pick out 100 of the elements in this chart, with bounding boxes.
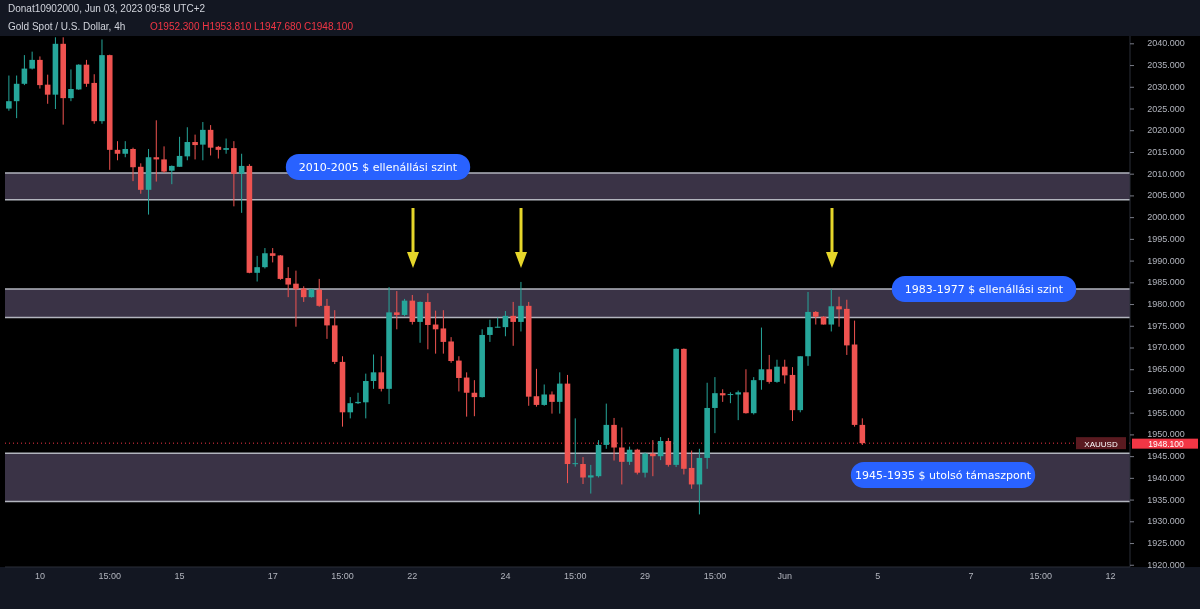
x-tick-label: 15:00 bbox=[331, 571, 354, 581]
x-tick-label: 12 bbox=[1105, 571, 1116, 581]
candlestick bbox=[200, 121, 206, 161]
x-tick-label: 15:00 bbox=[703, 571, 727, 581]
candlestick bbox=[743, 368, 749, 415]
candlestick bbox=[549, 390, 555, 415]
y-tick-label: 2040.000 bbox=[1147, 38, 1185, 49]
y-tick-label: 2030.000 bbox=[1147, 81, 1185, 92]
candlestick bbox=[440, 309, 447, 355]
candlestick bbox=[223, 138, 229, 155]
x-tick-label: 10 bbox=[34, 571, 45, 581]
candlestick bbox=[378, 355, 385, 392]
band-label: 2010-2005 $ ellenállási szint bbox=[298, 161, 458, 174]
x-tick-label: 15:00 bbox=[1029, 571, 1053, 581]
y-tick-label: 1995.000 bbox=[1147, 233, 1185, 244]
candlestick bbox=[169, 164, 175, 185]
y-tick-label: 1985.000 bbox=[1147, 277, 1185, 288]
x-tick-label: 15:00 bbox=[563, 571, 587, 581]
candlestick bbox=[556, 371, 563, 415]
y-tick-label: 1980.000 bbox=[1147, 299, 1185, 310]
y-tick-label: 2025.000 bbox=[1147, 103, 1185, 114]
candlestick bbox=[735, 390, 741, 421]
y-tick-label: 1920.000 bbox=[1147, 559, 1185, 570]
y-tick-label: 1940.000 bbox=[1147, 472, 1185, 483]
candlestick bbox=[370, 354, 377, 390]
candlestick bbox=[238, 153, 245, 214]
x-tick-label: 24 bbox=[500, 571, 511, 581]
candlestick bbox=[68, 68, 74, 102]
text: O1952.300 H1953.810 L1947.680 C1948.100 bbox=[150, 21, 354, 32]
candlestick bbox=[541, 384, 548, 407]
candlestick bbox=[774, 359, 780, 384]
y-tick-label: 1965.000 bbox=[1147, 364, 1185, 375]
x-tick-label: 17 bbox=[267, 571, 278, 581]
candlestick bbox=[836, 296, 842, 328]
candlestick bbox=[580, 456, 586, 485]
candlestick bbox=[137, 162, 144, 195]
y-tick-label: 1960.000 bbox=[1147, 385, 1185, 396]
x-tick-label: 7 bbox=[968, 571, 974, 581]
chart-title: Gold Spot / U.S. Dollar, 4h bbox=[8, 21, 126, 32]
ref-line-label: XAUUSD bbox=[1084, 439, 1118, 449]
chart-subtitle: Donat10902000, Jun 03, 2023 09:58 UTC+2 bbox=[8, 3, 206, 14]
candlestick bbox=[665, 437, 672, 468]
candlestick bbox=[510, 301, 516, 347]
candlestick bbox=[619, 427, 625, 485]
y-tick-label: 2020.000 bbox=[1147, 125, 1185, 136]
candlestick bbox=[176, 136, 183, 168]
y-tick-label: 2010.000 bbox=[1147, 168, 1185, 179]
x-tick-label: Jun bbox=[777, 571, 792, 581]
y-tick-label: 1935.000 bbox=[1147, 494, 1185, 505]
candlestick bbox=[781, 359, 788, 385]
candlestick bbox=[130, 147, 136, 182]
y-tick-label: 1925.000 bbox=[1147, 538, 1185, 549]
band-label: 1983-1977 $ ellenállási szint bbox=[904, 283, 1064, 296]
candlestick bbox=[572, 417, 579, 468]
candlestick bbox=[293, 270, 299, 328]
y-tick-label: 1990.000 bbox=[1147, 255, 1185, 266]
y-tick-label: 1975.000 bbox=[1147, 320, 1185, 331]
candlestick bbox=[587, 464, 594, 495]
candlestick bbox=[487, 319, 493, 343]
candlestick bbox=[6, 75, 12, 112]
candlestick bbox=[262, 247, 268, 269]
candlestick bbox=[114, 140, 121, 161]
band-label: 1945-1935 $ utolsó támaszpont bbox=[855, 469, 1032, 482]
candlestick bbox=[533, 368, 540, 408]
y-tick-label: 1945.000 bbox=[1147, 451, 1185, 462]
candlestick bbox=[456, 355, 462, 392]
x-tick-label: 5 bbox=[875, 571, 881, 581]
y-tick-label: 2000.000 bbox=[1147, 212, 1185, 223]
x-tick-label: 15 bbox=[174, 571, 185, 581]
y-tick-label: 2005.000 bbox=[1147, 190, 1185, 201]
candlestick bbox=[207, 124, 214, 156]
candlestick bbox=[448, 336, 454, 364]
candlestick bbox=[285, 266, 291, 298]
text: 1948.100 bbox=[1148, 438, 1184, 449]
candlestick bbox=[394, 290, 400, 330]
candlestick bbox=[417, 301, 423, 344]
candlestick bbox=[324, 298, 330, 340]
candlestick bbox=[611, 417, 617, 462]
y-tick-label: 1930.000 bbox=[1147, 516, 1185, 527]
x-tick-label: 22 bbox=[407, 571, 418, 581]
candlestick bbox=[712, 376, 718, 434]
x-tick-label: 15:00 bbox=[98, 571, 122, 581]
candlestick bbox=[425, 292, 431, 350]
candlestick bbox=[161, 145, 167, 174]
y-tick-label: 2035.000 bbox=[1147, 60, 1185, 71]
y-tick-label: 1950.000 bbox=[1147, 429, 1185, 440]
candlestick bbox=[642, 451, 648, 478]
y-tick-label: 1970.000 bbox=[1147, 342, 1185, 353]
candlestick bbox=[277, 254, 284, 281]
candlestick bbox=[766, 354, 773, 385]
y-tick-label: 1955.000 bbox=[1147, 407, 1185, 418]
y-tick-label: 2015.000 bbox=[1147, 146, 1185, 157]
candlestick bbox=[192, 134, 198, 160]
candlestick bbox=[347, 396, 354, 419]
candlestick bbox=[316, 278, 323, 308]
candlestick bbox=[518, 281, 524, 332]
candlestick bbox=[828, 288, 835, 332]
candlestick bbox=[254, 255, 260, 283]
x-tick-label: 29 bbox=[640, 571, 651, 581]
candlestick bbox=[758, 327, 765, 391]
